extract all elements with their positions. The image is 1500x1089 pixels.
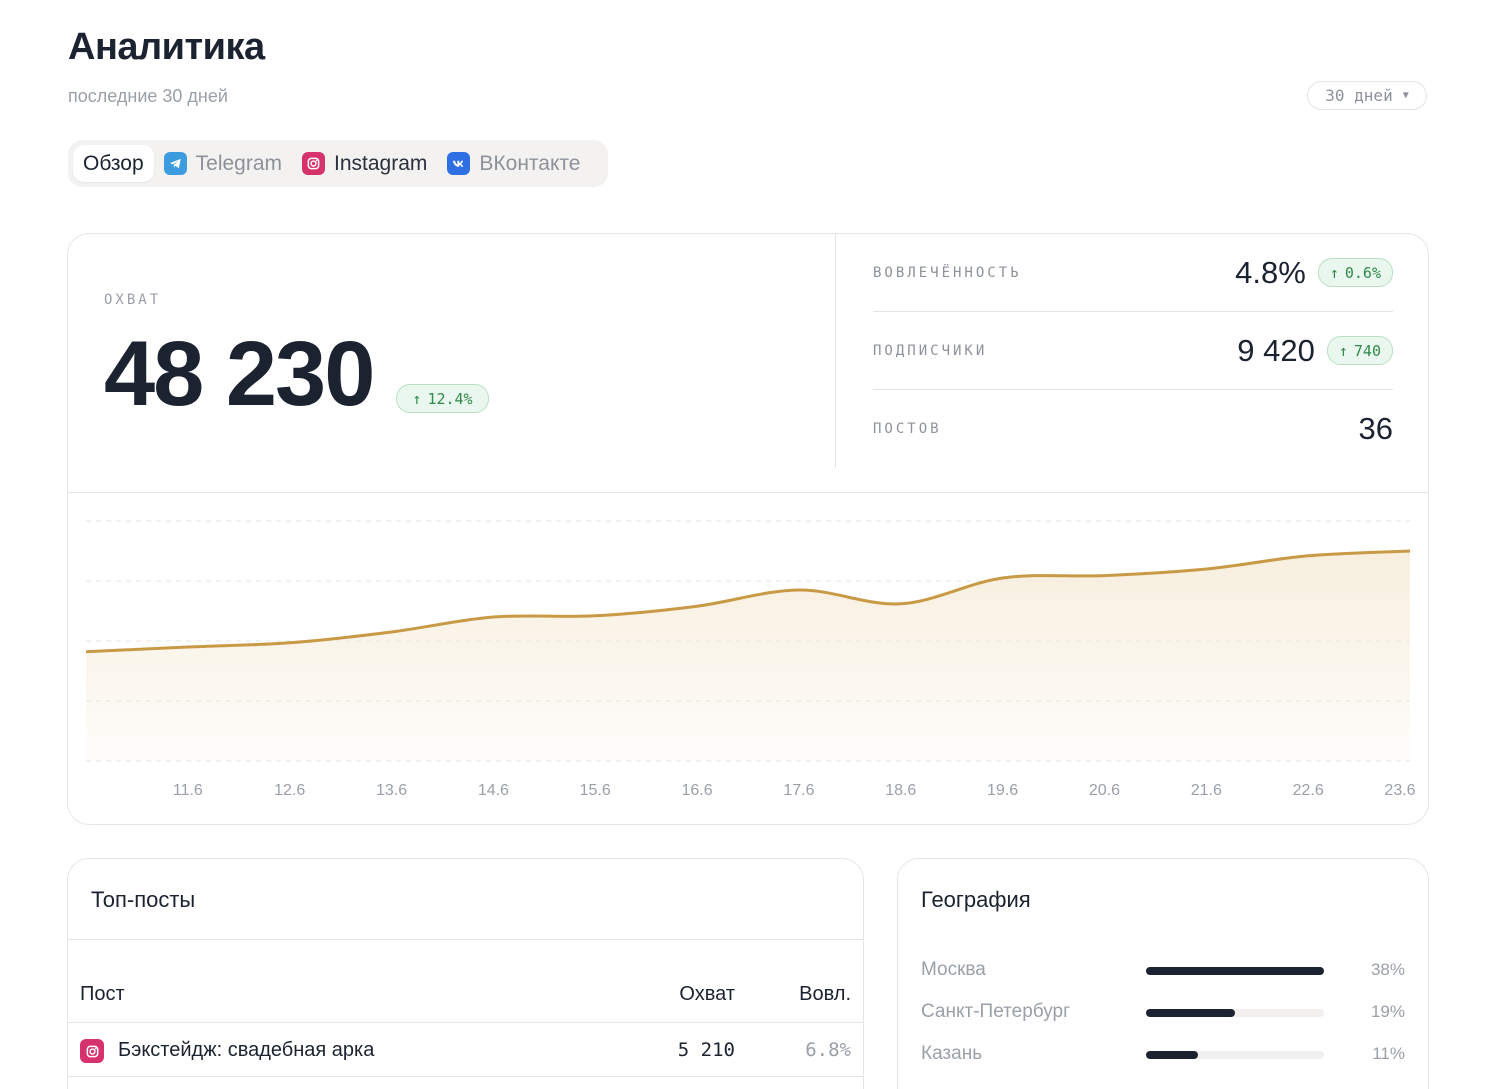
tab-vk[interactable]: ВКонтакте	[437, 145, 590, 182]
period-select[interactable]: 30 дней ▼	[1307, 81, 1427, 110]
x-tick-label: 16.6	[682, 782, 713, 799]
x-tick-label: 23.6	[1384, 782, 1415, 799]
kpi-row-subscribers: ПОДПИСЧИКИ 9 420 ↑ 740	[873, 312, 1393, 390]
geography-title: География	[921, 887, 1031, 912]
column-header-engagement[interactable]: Вовл.	[799, 983, 851, 1005]
x-tick-label: 20.6	[1089, 782, 1120, 799]
channel-tabs: Обзор Telegram Instagram ВКонтакте	[68, 140, 608, 187]
geo-bar-fill	[1146, 1009, 1235, 1017]
post-engagement: 6.8%	[805, 1039, 851, 1061]
kpi-row-engagement: ВОВЛЕЧЁННОСТЬ 4.8% ↑ 0.6%	[873, 234, 1393, 312]
arrow-up-icon: ↑	[1329, 263, 1339, 282]
tab-label: ВКонтакте	[479, 151, 581, 175]
geo-row-kazan: Казань 11%	[921, 1043, 1405, 1069]
tab-label: Telegram	[195, 151, 283, 175]
reach-area	[86, 551, 1410, 761]
reach-line	[85, 549, 1411, 654]
x-tick-label: 18.6	[885, 782, 916, 799]
x-tick-label: 19.6	[987, 782, 1018, 799]
kpi-divider	[835, 234, 836, 468]
geo-bar-fill	[1146, 967, 1324, 975]
chart-divider	[68, 492, 1428, 493]
geo-row-moscow: Москва 38%	[921, 959, 1405, 985]
geo-percent: 38%	[1370, 960, 1405, 979]
kpi-right: 4.8% ↑ 0.6%	[1235, 255, 1393, 291]
tab-telegram[interactable]: Telegram	[154, 145, 292, 182]
tab-overview[interactable]: Обзор	[73, 145, 154, 182]
post-reach: 5 210	[677, 1039, 735, 1061]
vk-icon	[447, 152, 471, 175]
kpi-label: ПОСТОВ	[873, 421, 942, 437]
kpi-value: 36	[1358, 411, 1393, 446]
overview-card: ОХВАТ 48 230 ↑ 12.4% ВОВЛЕЧЁННОСТЬ 4.8% …	[67, 233, 1429, 825]
kpi-delta-badge: ↑ 740	[1326, 336, 1393, 365]
table-header-divider	[68, 1022, 863, 1023]
geo-bar-track	[1146, 1009, 1324, 1017]
geography-card: География Москва 38% Санкт-Петербург 19%…	[897, 858, 1429, 1089]
kpi-value: 4.8%	[1235, 254, 1306, 290]
table-row[interactable]: Бэкстейдж: свадебная арка 5 210 6.8%	[68, 1023, 863, 1077]
x-tick-label: 21.6	[1191, 782, 1222, 799]
reach-delta-value: 12.4%	[427, 389, 473, 408]
page-subtitle: последние 30 дней	[68, 86, 228, 106]
post-title: Бэкстейдж: свадебная арка	[118, 1039, 375, 1061]
tab-label: Instagram	[334, 151, 428, 175]
kpi-row-posts: ПОСТОВ 36	[873, 390, 1393, 468]
geo-city: Санкт-Петербург	[921, 1001, 1071, 1022]
kpi-right: 36	[1359, 411, 1393, 447]
x-tick-label: 12.6	[274, 782, 305, 799]
reach-label: ОХВАТ	[104, 292, 162, 308]
period-select-value: 30 дней	[1325, 86, 1393, 105]
kpi-delta-value: 740	[1353, 341, 1381, 360]
arrow-up-icon: ↑	[412, 389, 422, 408]
tab-instagram[interactable]: Instagram	[292, 145, 437, 182]
top-posts-card: Топ-посты Пост Охват Вовл. Бэкстейдж: св…	[67, 858, 864, 1089]
geo-percent: 11%	[1372, 1044, 1405, 1063]
geo-bar-track	[1146, 967, 1324, 975]
geo-percent: 19%	[1370, 1002, 1405, 1021]
page-title: Аналитика	[68, 26, 265, 68]
x-tick-label: 13.6	[376, 782, 407, 799]
kpi-delta-value: 0.6%	[1344, 263, 1381, 282]
chevron-down-icon: ▼	[1402, 90, 1409, 101]
column-header-post[interactable]: Пост	[80, 983, 125, 1005]
telegram-icon	[163, 152, 187, 175]
tab-label: Обзор	[83, 151, 144, 175]
instagram-icon	[302, 152, 326, 175]
kpi-label: ПОДПИСЧИКИ	[873, 342, 988, 359]
kpi-right: 9 420 ↑ 740	[1237, 333, 1393, 369]
geo-bar-fill	[1146, 1051, 1198, 1059]
column-header-reach[interactable]: Охват	[679, 983, 735, 1005]
kpi-delta-badge: ↑ 0.6%	[1317, 258, 1393, 287]
top-posts-title: Топ-посты	[91, 887, 196, 912]
geo-bar-track	[1146, 1051, 1324, 1059]
x-tick-label: 17.6	[783, 782, 814, 799]
top-posts-divider	[68, 939, 863, 940]
geo-row-spb: Санкт-Петербург 19%	[921, 1001, 1405, 1027]
reach-delta-badge: ↑ 12.4%	[396, 384, 489, 413]
x-tick-label: 22.6	[1293, 782, 1324, 799]
x-tick-label: 14.6	[478, 782, 509, 799]
kpi-value: 9 420	[1237, 332, 1315, 368]
x-tick-label: 15.6	[580, 782, 611, 799]
arrow-up-icon: ↑	[1338, 341, 1348, 360]
reach-chart: 11.6 12.6 13.6 14.6 15.6 16.6 17.6 18.6 19.6 20.6…	[85, 520, 1416, 799]
instagram-icon	[80, 1039, 104, 1063]
x-tick-label: 11.6	[173, 782, 203, 799]
kpi-label: ВОВЛЕЧЁННОСТЬ	[873, 264, 1022, 281]
geo-city: Москва	[921, 959, 986, 980]
geo-city: Казань	[921, 1043, 983, 1064]
reach-value: 48 230	[104, 323, 375, 425]
